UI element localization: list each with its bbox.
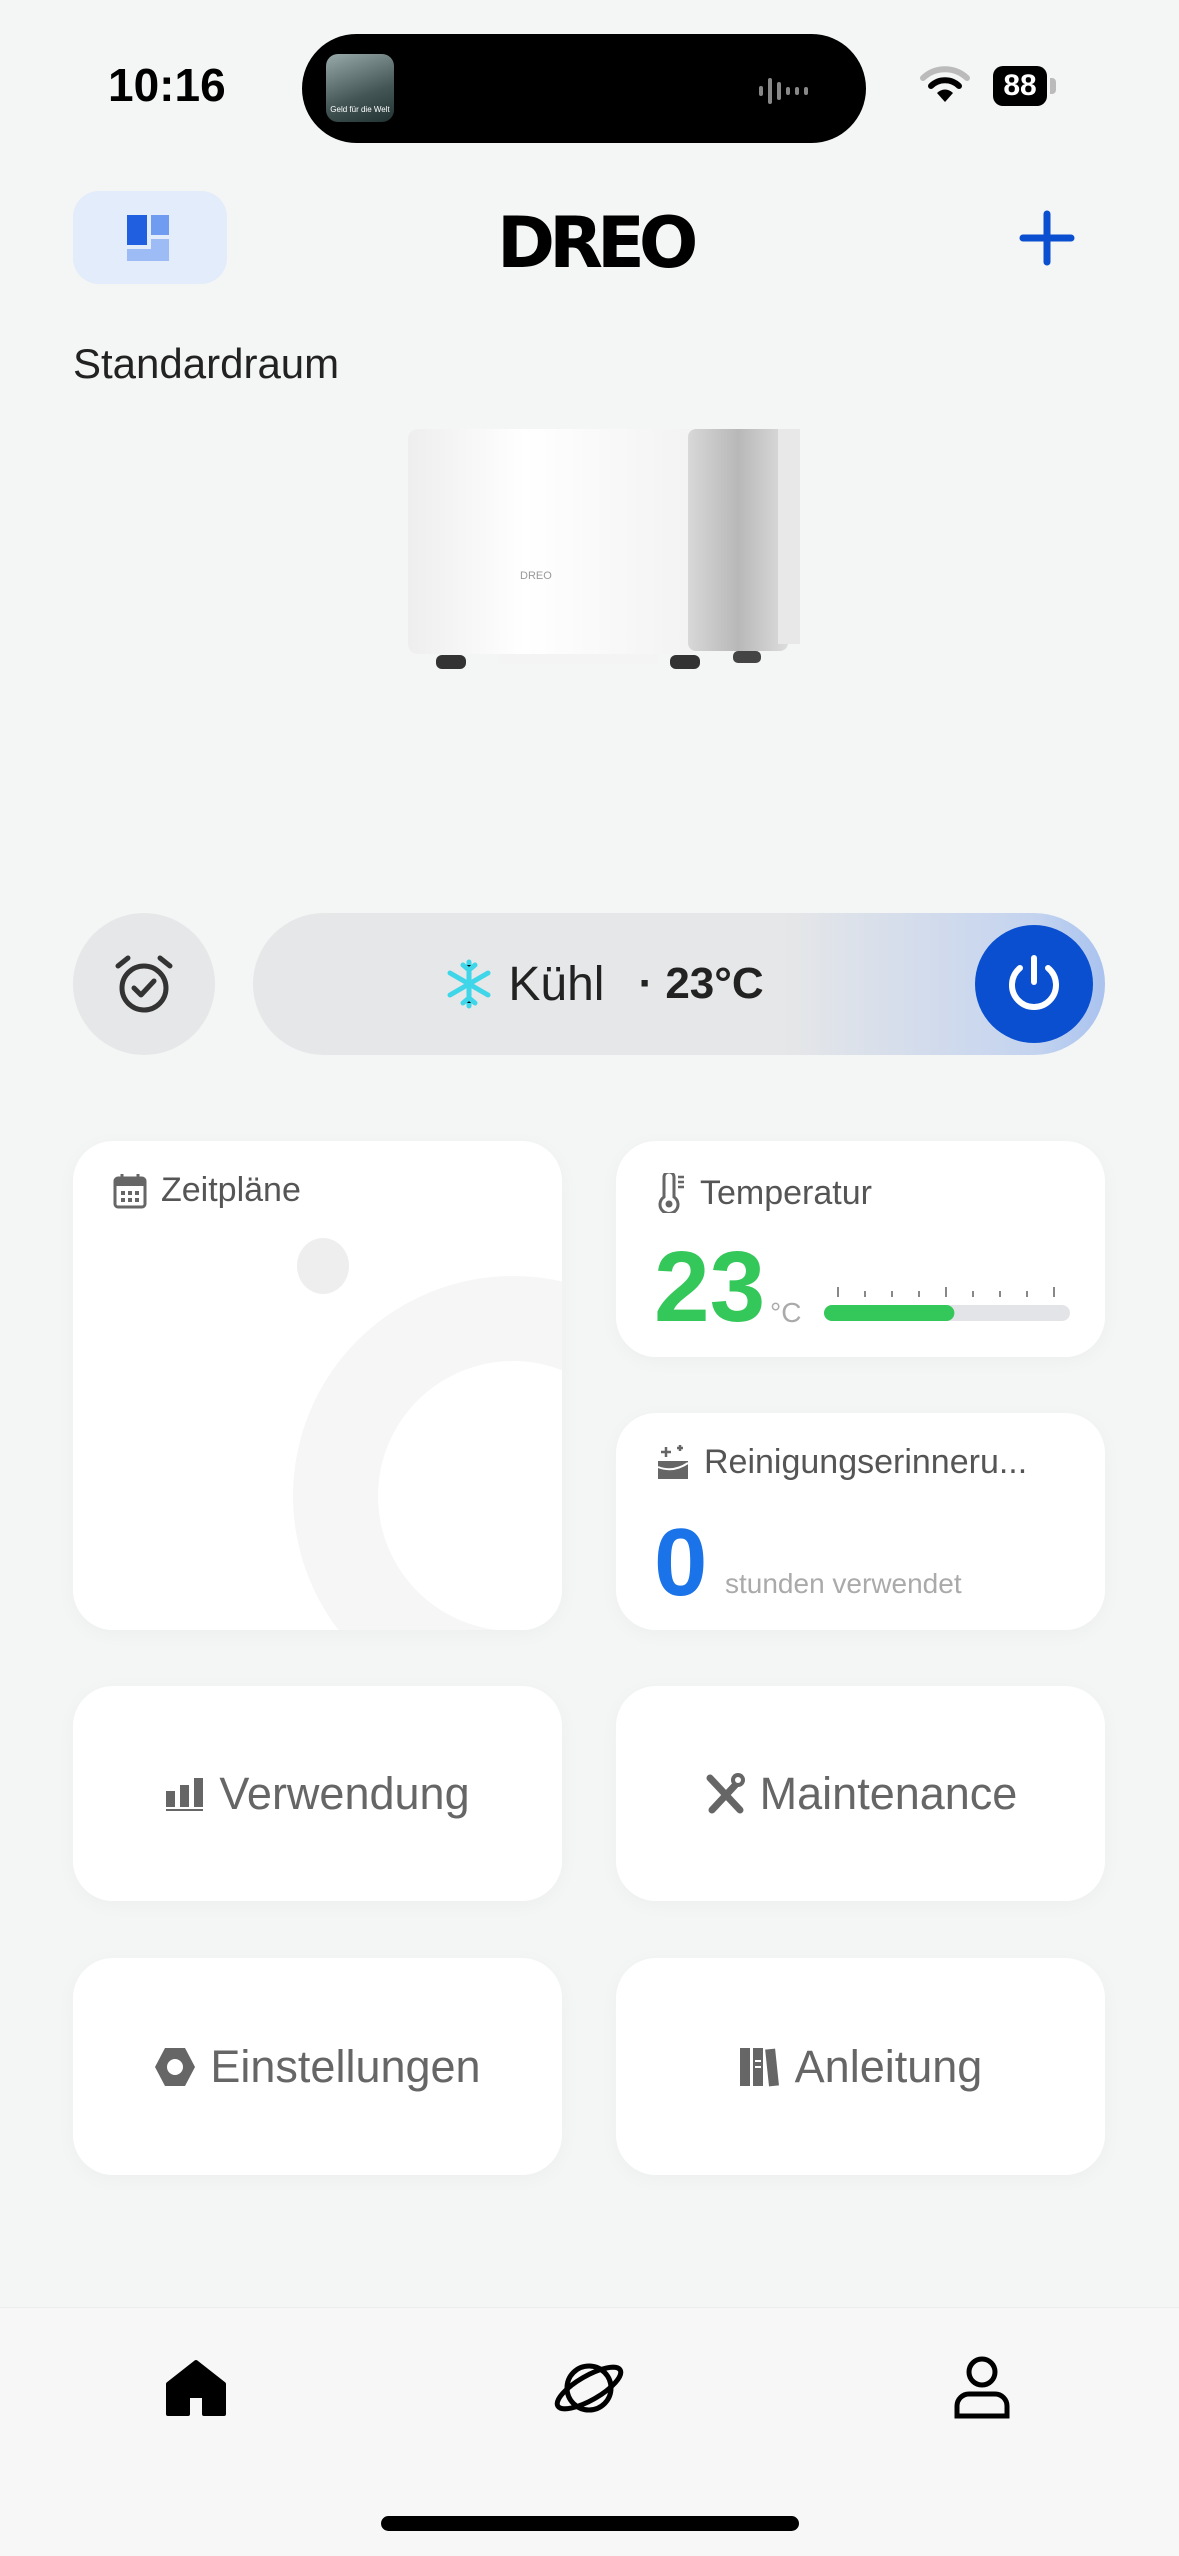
tab-bar (0, 2307, 1179, 2556)
maintenance-label: Maintenance (759, 1767, 1018, 1819)
manual-button[interactable]: Anleitung (616, 1958, 1105, 2175)
maintenance-button[interactable]: Maintenance (616, 1686, 1105, 1901)
target-temperature: · 23°C (638, 959, 764, 1008)
status-time: 10:16 (108, 59, 226, 111)
calendar-icon (113, 1173, 147, 1208)
snowflake-icon (447, 959, 491, 1009)
alarm-clock-check-icon (115, 955, 173, 1013)
battery-cap (1050, 78, 1056, 94)
temperature-unit: °C (770, 1297, 802, 1328)
dreo-logo: DREO (497, 202, 698, 284)
bar-chart-icon (166, 1777, 204, 1811)
settings-label: Einstellungen (210, 2040, 481, 2092)
audio-wave-icon (759, 78, 808, 104)
cleaning-hours-caption: stunden verwendet (725, 1568, 962, 1599)
schedule-illustration (293, 1238, 562, 1630)
temperature-level-bar (824, 1287, 1070, 1321)
plus-icon[interactable] (1017, 208, 1077, 268)
temperature-card[interactable]: Temperatur 23 °C (616, 1141, 1105, 1357)
air-conditioner-image: DREO (408, 429, 800, 669)
tools-icon (706, 1772, 745, 1813)
svg-text:DREO: DREO (520, 570, 552, 582)
temperature-value: 23 (654, 1231, 766, 1343)
artwork-text: Geld für die Welt (330, 105, 390, 114)
planet-icon (554, 2363, 624, 2413)
mode-label: Kühl (508, 957, 605, 1011)
usage-button[interactable]: Verwendung (73, 1686, 562, 1901)
schedules-card[interactable]: Zeitpläne (73, 1141, 562, 1630)
now-playing-artwork: Geld für die Welt (326, 54, 394, 122)
room-name: Standardraum (73, 340, 340, 387)
usage-label: Verwendung (219, 1767, 470, 1819)
wifi-icon (920, 66, 970, 102)
cleaning-title: Reinigungserinneru... (704, 1443, 1028, 1481)
settings-button[interactable]: Einstellungen (73, 1958, 562, 2175)
tab-explore[interactable] (549, 2348, 629, 2428)
power-button[interactable] (975, 925, 1093, 1043)
tab-home[interactable] (156, 2348, 236, 2428)
manual-label: Anleitung (794, 2040, 983, 2092)
battery-icon: 88 (993, 66, 1047, 106)
room-layout-icon (127, 214, 169, 261)
thermometer-icon (658, 1173, 684, 1213)
cleaning-hours-value: 0 (654, 1509, 708, 1616)
hexagon-icon (155, 2047, 196, 2086)
timer-button[interactable] (73, 913, 215, 1055)
home-indicator (381, 2516, 799, 2531)
temperature-title: Temperatur (700, 1173, 872, 1212)
power-icon (1009, 955, 1059, 1010)
tab-profile[interactable] (942, 2348, 1022, 2428)
dynamic-island[interactable]: Geld für die Welt (302, 34, 866, 143)
mode-control[interactable]: Kühl · 23°C (253, 913, 1105, 1055)
temperature-level-fill (824, 1305, 955, 1321)
cleaning-icon (657, 1444, 689, 1479)
home-icon (166, 2360, 226, 2416)
room-switch-button[interactable] (73, 191, 227, 284)
cleaning-reminder-card[interactable]: Reinigungserinneru... 0 stunden verwende… (616, 1413, 1105, 1630)
schedules-title: Zeitpläne (161, 1171, 301, 1209)
books-icon (739, 2047, 779, 2086)
user-icon (954, 2356, 1010, 2419)
